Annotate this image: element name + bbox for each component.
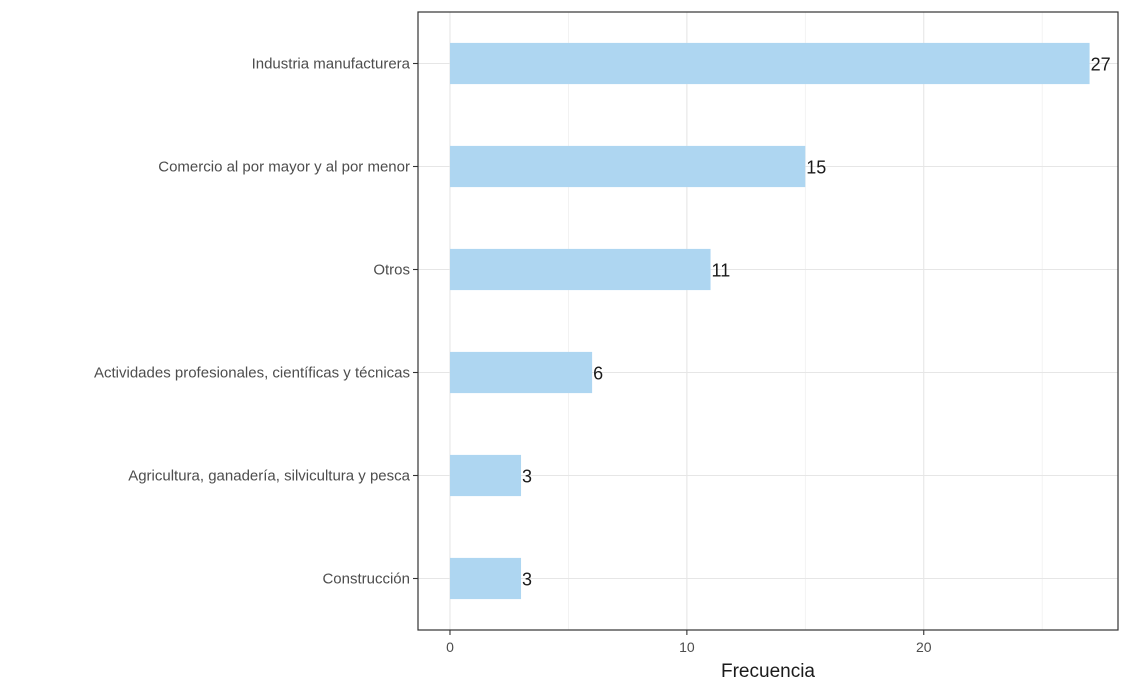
y-axis-ticks: Industria manufacturera Comercio al por m… xyxy=(94,56,418,588)
bar xyxy=(449,248,711,291)
panel-border xyxy=(417,11,1119,631)
x-tick-label: 20 xyxy=(916,639,932,655)
y-tick-label: Actividades profesionales, científicas y… xyxy=(94,365,410,382)
y-tick-label: Industria manufacturera xyxy=(252,56,411,73)
data-label: 6 xyxy=(593,364,603,384)
x-tick-label: 0 xyxy=(446,639,454,655)
bar xyxy=(449,557,522,600)
data-label: 15 xyxy=(806,158,826,178)
bar xyxy=(449,42,1090,85)
bars xyxy=(449,42,1090,600)
y-tick-label: Comercio al por mayor y al por menor xyxy=(158,159,410,176)
data-labels: 27 15 11 6 3 3 xyxy=(522,55,1111,590)
y-tick-label: Otros xyxy=(373,262,410,279)
data-label: 3 xyxy=(522,467,532,487)
data-label: 3 xyxy=(522,570,532,590)
data-label: 11 xyxy=(712,261,731,281)
grid-lines xyxy=(418,12,1118,630)
bar xyxy=(449,454,522,497)
data-label: 27 xyxy=(1091,55,1111,75)
x-axis-title: Frecuencia xyxy=(721,661,815,682)
bar xyxy=(449,351,593,394)
x-axis-ticks: 0 10 20 xyxy=(446,630,932,655)
y-tick-label: Construcción xyxy=(322,571,410,588)
bar xyxy=(449,145,806,188)
x-tick-label: 10 xyxy=(679,639,695,655)
y-tick-label: Agricultura, ganadería, silvicultura y p… xyxy=(128,468,410,485)
